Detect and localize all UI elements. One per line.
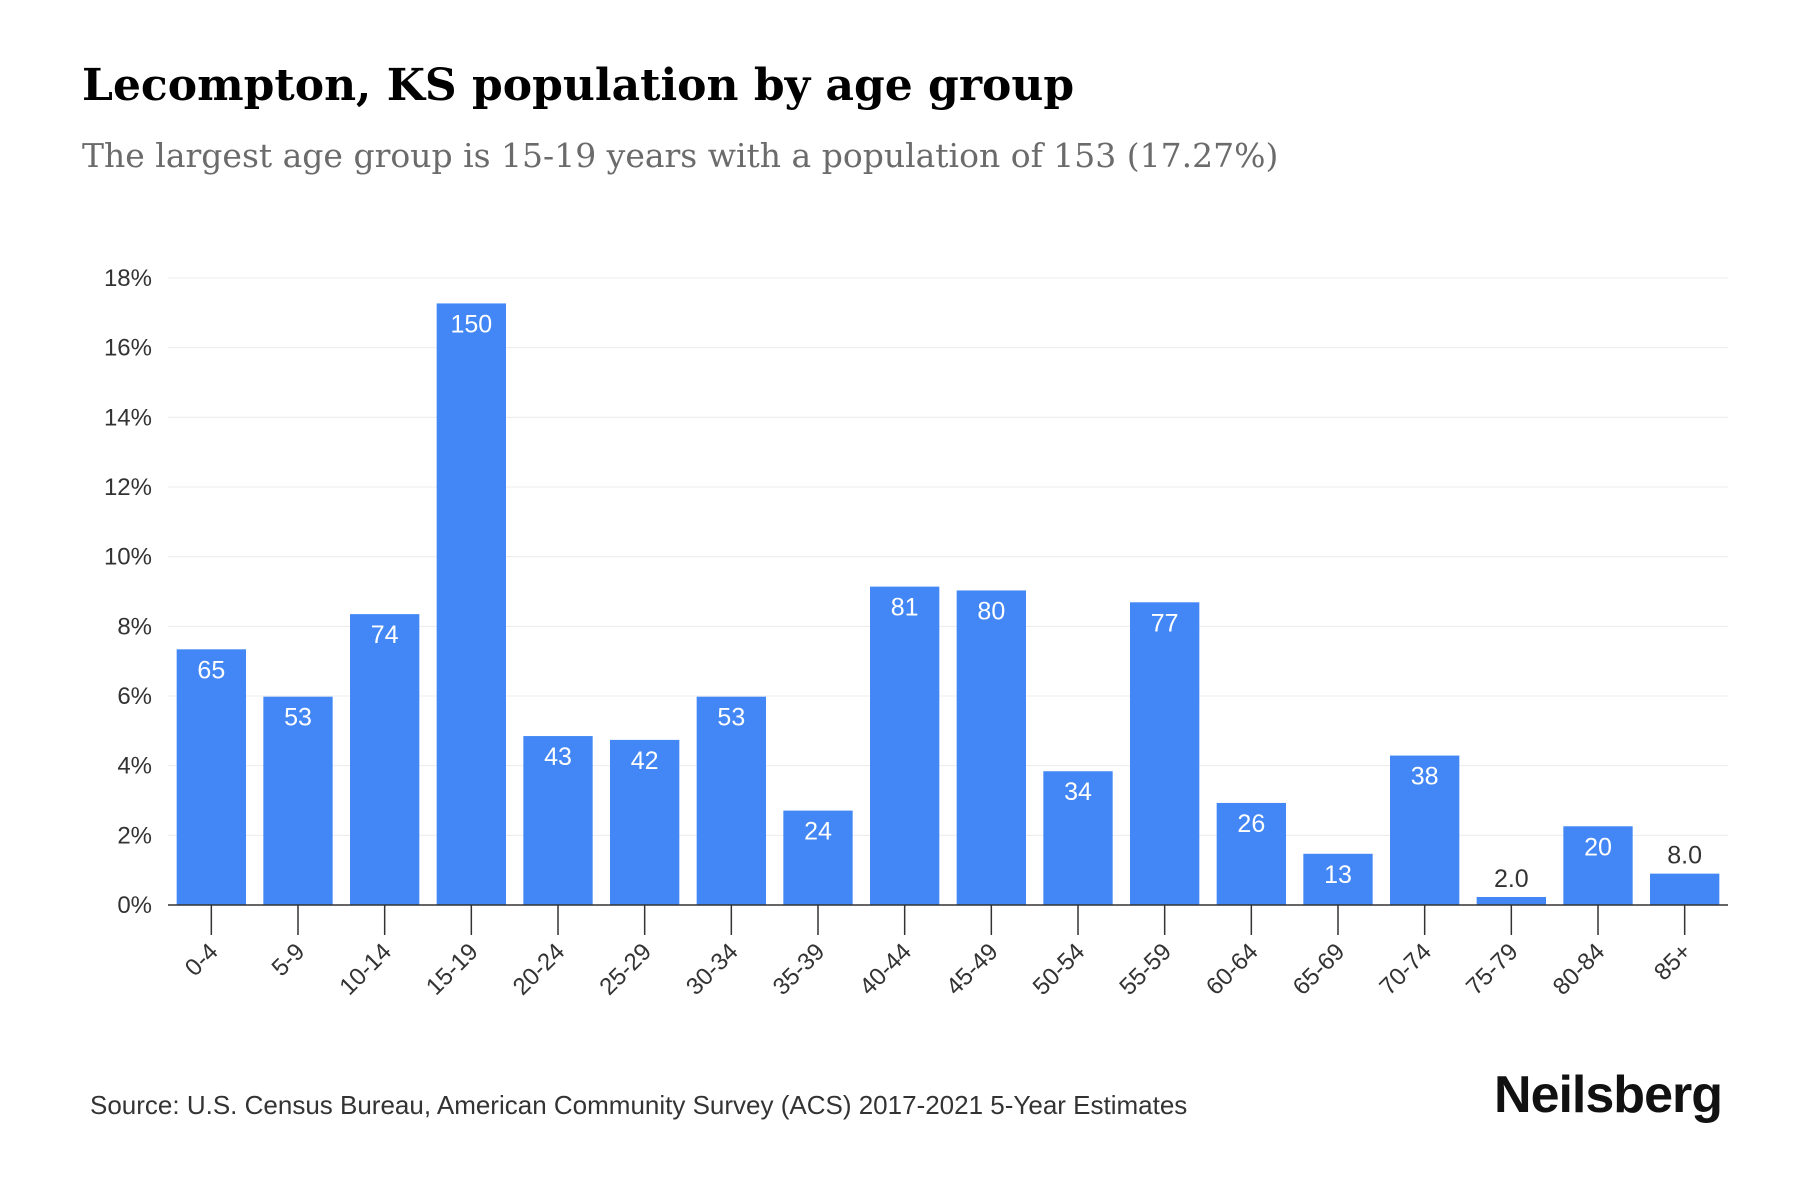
y-tick-label: 10%: [104, 544, 152, 571]
y-tick-label: 6%: [117, 683, 152, 710]
bar: [1216, 802, 1286, 905]
bar: [1303, 853, 1373, 905]
bar: [263, 696, 333, 905]
bar-value-label: 34: [1064, 778, 1092, 806]
chart-title: Lecompton, KS population by age group: [82, 60, 1075, 111]
bar: [1476, 896, 1546, 905]
x-tick-label: 45-49: [941, 938, 1004, 1001]
bar: [1043, 771, 1113, 905]
bar-value-label: 24: [804, 818, 832, 846]
x-tick-label: 5-9: [267, 938, 311, 982]
bar-value-label: 77: [1151, 609, 1179, 637]
bar-value-label: 53: [717, 704, 745, 732]
bar-value-label: 81: [891, 594, 919, 622]
bar-value-label: 150: [450, 310, 492, 338]
x-tick-label: 40-44: [854, 938, 917, 1001]
x-tick-label: 20-24: [508, 938, 571, 1001]
bar: [1130, 602, 1200, 905]
y-tick-label: 2%: [117, 822, 152, 849]
x-tick-label: 85+: [1649, 938, 1697, 986]
gridlines: [168, 277, 1728, 836]
y-tick-label: 14%: [104, 404, 152, 431]
bar-value-label: 53: [284, 704, 312, 732]
x-tick-label: 35-39: [768, 938, 831, 1001]
y-tick-label: 18%: [104, 265, 152, 292]
y-tick-label: 8%: [117, 613, 152, 640]
bar: [1650, 873, 1720, 905]
source-note: Source: U.S. Census Bureau, American Com…: [90, 1090, 1188, 1120]
bars: 65 53 74 150 43 42 53 24 81 80 34 77 26 13 38 2.0 20 8.0: [176, 303, 1720, 905]
x-tick-label: 0-4: [180, 938, 224, 982]
bar: [870, 586, 940, 905]
bar: [1390, 755, 1460, 905]
chart-subtitle: The largest age group is 15-19 years wit…: [82, 136, 1279, 175]
bar: [783, 810, 853, 905]
bar-value-label: 8.0: [1667, 842, 1702, 870]
bar-value-label: 2.0: [1494, 865, 1529, 893]
bar: [523, 736, 593, 905]
bar-chart: 0% 2% 4% 6% 8% 10% 12% 14% 16% 18% 65 53 74 150 43 42 5…: [104, 265, 1728, 1001]
x-tick-label: 80-84: [1548, 938, 1611, 1001]
bar-value-label: 74: [371, 621, 399, 649]
bar-value-label: 13: [1324, 861, 1352, 889]
x-tick-label: 60-64: [1201, 938, 1264, 1001]
x-tick-label: 55-59: [1114, 938, 1177, 1001]
x-axis-ticks: 0-4 5-9 10-14 15-19 20-24 25-29 30-34 35-39 40-4…: [180, 905, 1697, 1001]
bar-value-label: 20: [1584, 833, 1612, 861]
x-tick-label: 75-79: [1461, 938, 1524, 1001]
bar: [436, 303, 506, 905]
bar: [956, 590, 1026, 905]
bar: [696, 696, 766, 905]
bar: [1563, 826, 1633, 905]
bar-value-label: 80: [977, 597, 1005, 625]
y-axis-ticks: 0% 2% 4% 6% 8% 10% 12% 14% 16% 18%: [104, 265, 152, 919]
x-tick-label: 10-14: [334, 938, 397, 1001]
x-tick-label: 65-69: [1288, 938, 1351, 1001]
neilsberg-logo: Neilsberg: [1494, 1066, 1723, 1124]
x-tick-label: 70-74: [1374, 938, 1437, 1001]
y-tick-label: 4%: [117, 753, 152, 780]
bar-value-label: 26: [1237, 810, 1265, 838]
bar: [176, 649, 246, 905]
bar-value-label: 43: [544, 743, 572, 771]
x-tick-label: 50-54: [1028, 938, 1091, 1001]
y-tick-label: 12%: [104, 474, 152, 501]
y-tick-label: 16%: [104, 335, 152, 362]
x-tick-label: 25-29: [594, 938, 657, 1001]
bar: [610, 739, 680, 905]
x-tick-label: 30-34: [681, 938, 744, 1001]
bar-value-label: 65: [197, 656, 225, 684]
y-tick-label: 0%: [117, 892, 152, 919]
bar: [350, 614, 420, 905]
bar-value-label: 42: [631, 747, 659, 775]
x-tick-label: 15-19: [421, 938, 484, 1001]
bar-value-label: 38: [1411, 763, 1439, 791]
